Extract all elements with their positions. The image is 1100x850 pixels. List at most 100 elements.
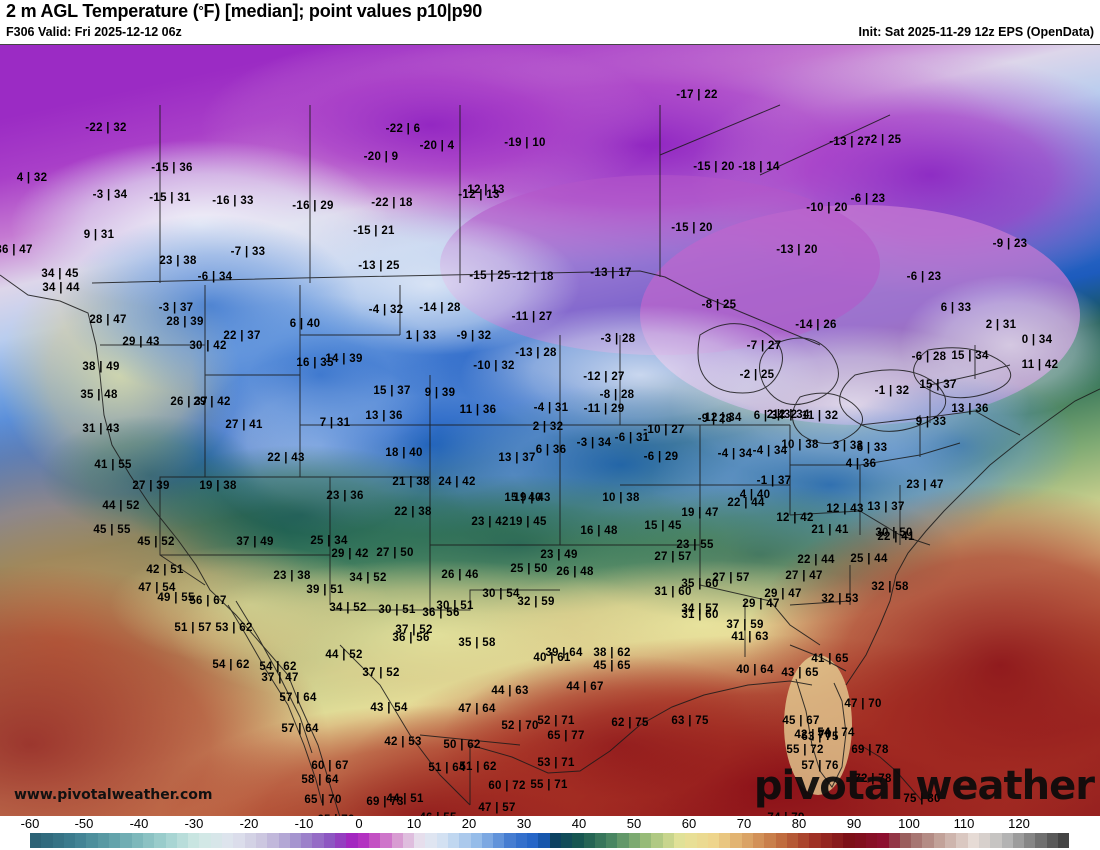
degree-symbol: ° <box>198 3 204 18</box>
colorbar-swatch <box>538 833 550 848</box>
site-url-label: www.pivotalweather.com <box>14 787 213 803</box>
colorbar-tick: 0 <box>355 816 363 831</box>
colorbar-swatch <box>1035 833 1047 848</box>
colorbar-swatch <box>210 833 223 848</box>
colorbar-swatch <box>911 833 923 848</box>
colorbar-tick: 10 <box>406 816 422 831</box>
colorbar-swatch <box>933 833 946 848</box>
colorbar[interactable]: -60 -50 -40 -30 -20 -10 0 10 20 30 40 50 60 70 80 90 100… <box>0 816 1100 850</box>
colorbar-swatch <box>75 833 87 848</box>
colorbar-swatch <box>30 833 42 848</box>
colorbar-swatch <box>606 833 618 848</box>
geography-outlines <box>0 104 1100 817</box>
colorbar-swatch <box>154 833 166 848</box>
colorbar-swatch <box>1058 833 1070 848</box>
colorbar-swatch <box>368 833 381 848</box>
colorbar-swatch <box>131 833 143 848</box>
temperature-field <box>0 45 1100 817</box>
colorbar-tick: 60 <box>681 816 697 831</box>
colorbar-swatch <box>267 833 279 848</box>
colorbar-swatch <box>188 833 200 848</box>
colorbar-swatch <box>707 833 720 848</box>
colorbar-swatch <box>696 833 708 848</box>
colorbar-swatch <box>323 833 336 848</box>
colorbar-swatch <box>120 833 132 848</box>
colorbar-tick: 110 <box>953 816 975 831</box>
colorbar-swatch <box>391 833 403 848</box>
colorbar-swatch <box>899 833 912 848</box>
colorbar-tick: 90 <box>846 816 862 831</box>
colorbar-swatch <box>877 833 889 848</box>
colorbar-swatch <box>63 833 76 848</box>
colorbar-tick: 50 <box>626 816 642 831</box>
colorbar-swatch <box>922 833 934 848</box>
colorbar-swatch <box>888 833 900 848</box>
colorbar-swatch <box>549 833 561 848</box>
colorbar-swatch <box>809 833 821 848</box>
colorbar-tick: -40 <box>129 816 149 831</box>
colorbar-tick: -10 <box>294 816 314 831</box>
colorbar-swatch <box>978 833 991 848</box>
colorbar-swatch <box>832 833 844 848</box>
colorbar-swatch <box>402 833 415 848</box>
colorbar-swatch <box>436 833 448 848</box>
header: 2 m AGL Temperature (°F) [median]; point… <box>0 0 1100 44</box>
colorbar-tick: -60 <box>20 816 40 831</box>
colorbar-swatch <box>764 833 776 848</box>
colorbar-swatch <box>741 833 753 848</box>
colorbar-swatch <box>854 833 866 848</box>
colorbar-swatch <box>662 833 674 848</box>
colorbar-swatch <box>470 833 482 848</box>
valid-time-label: F306 Valid: Fri 2025-12-12 06z <box>6 25 182 39</box>
colorbar-swatch <box>1046 833 1059 848</box>
colorbar-tick: 40 <box>571 816 587 831</box>
colorbar-tick: -50 <box>74 816 94 831</box>
colorbar-swatch <box>165 833 177 848</box>
colorbar-swatch <box>425 833 437 848</box>
colorbar-swatch <box>357 833 369 848</box>
colorbar-gradient <box>30 833 1070 848</box>
init-time-label: Init: Sat 2025-11-29 12z EPS (OpenData) <box>858 25 1094 39</box>
colorbar-swatch <box>956 833 968 848</box>
colorbar-swatch <box>447 833 460 848</box>
colorbar-swatch <box>527 833 539 848</box>
colorbar-swatch <box>459 833 471 848</box>
colorbar-swatch <box>199 833 211 848</box>
colorbar-swatch <box>222 833 234 848</box>
colorbar-swatch <box>335 833 347 848</box>
colorbar-swatch <box>673 833 686 848</box>
colorbar-swatch <box>945 833 957 848</box>
watermark-logo: pivotal weather <box>753 763 1095 809</box>
colorbar-swatch <box>301 833 313 848</box>
colorbar-swatch <box>142 833 155 848</box>
colorbar-swatch <box>719 833 731 848</box>
colorbar-swatch <box>109 833 121 848</box>
colorbar-swatch <box>583 833 595 848</box>
colorbar-tick: 70 <box>736 816 752 831</box>
colorbar-swatch <box>786 833 799 848</box>
colorbar-swatch <box>651 833 663 848</box>
colorbar-swatch <box>1012 833 1025 848</box>
colorbar-swatch <box>86 833 98 848</box>
colorbar-swatch <box>990 833 1002 848</box>
colorbar-swatch <box>289 833 302 848</box>
page-title: 2 m AGL Temperature (°F) [median]; point… <box>6 1 483 21</box>
colorbar-swatch <box>865 833 878 848</box>
colorbar-swatch <box>244 833 256 848</box>
colorbar-swatch <box>560 833 573 848</box>
colorbar-swatch <box>628 833 641 848</box>
colorbar-swatch <box>493 833 505 848</box>
colorbar-swatch <box>41 833 53 848</box>
colorbar-swatch <box>798 833 810 848</box>
colorbar-swatch <box>481 833 494 848</box>
colorbar-swatch <box>52 833 64 848</box>
colorbar-swatch <box>233 833 245 848</box>
colorbar-swatch <box>278 833 290 848</box>
colorbar-swatch <box>312 833 324 848</box>
colorbar-swatch <box>730 833 742 848</box>
colorbar-swatch <box>97 833 110 848</box>
colorbar-swatch <box>255 833 268 848</box>
colorbar-swatch <box>1001 833 1013 848</box>
